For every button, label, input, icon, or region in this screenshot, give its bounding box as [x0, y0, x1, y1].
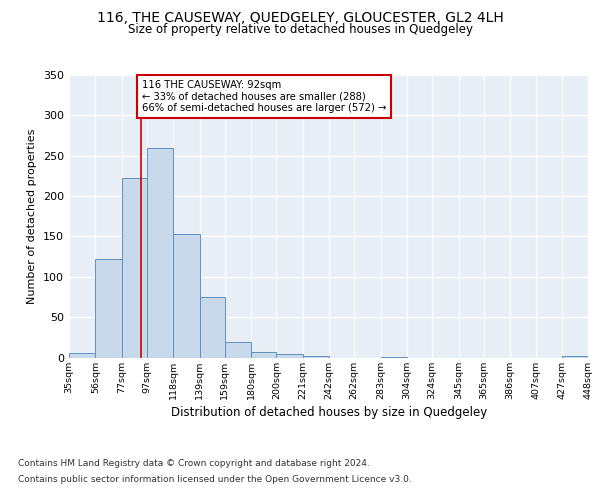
Text: Size of property relative to detached houses in Quedgeley: Size of property relative to detached ho…: [128, 22, 473, 36]
Text: 116, THE CAUSEWAY, QUEDGELEY, GLOUCESTER, GL2 4LH: 116, THE CAUSEWAY, QUEDGELEY, GLOUCESTER…: [97, 10, 503, 24]
Text: Distribution of detached houses by size in Quedgeley: Distribution of detached houses by size …: [170, 406, 487, 419]
Y-axis label: Number of detached properties: Number of detached properties: [28, 128, 37, 304]
Bar: [95, 259, 122, 358]
Text: 116 THE CAUSEWAY: 92sqm
← 33% of detached houses are smaller (288)
66% of semi-d: 116 THE CAUSEWAY: 92sqm ← 33% of detache…: [142, 80, 386, 113]
Text: Contains public sector information licensed under the Open Government Licence v3: Contains public sector information licen…: [18, 476, 412, 484]
Bar: [147, 148, 173, 358]
Bar: [69, 354, 95, 358]
Bar: [122, 178, 147, 358]
Bar: [562, 356, 588, 358]
Bar: [225, 342, 251, 357]
Bar: [173, 234, 200, 358]
Bar: [277, 354, 303, 358]
Bar: [251, 352, 277, 358]
Text: Contains HM Land Registry data © Crown copyright and database right 2024.: Contains HM Land Registry data © Crown c…: [18, 460, 370, 468]
Bar: [380, 356, 407, 358]
Bar: [200, 297, 225, 358]
Bar: [303, 356, 329, 358]
